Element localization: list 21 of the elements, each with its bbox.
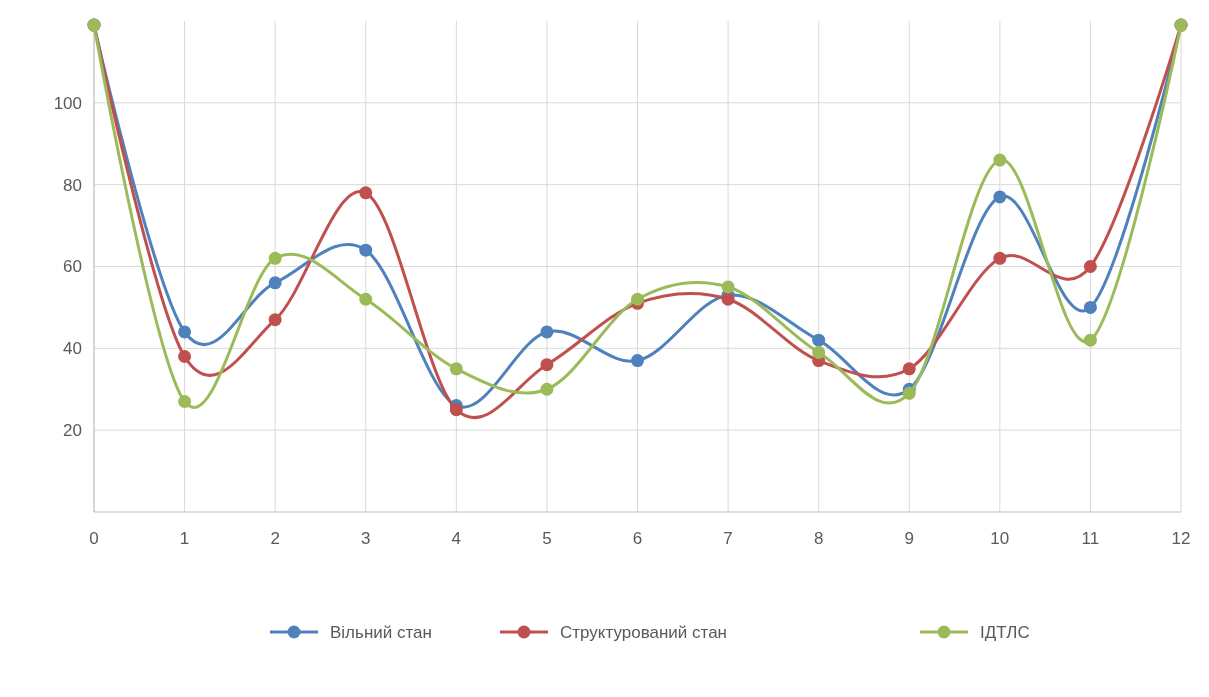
x-tick-label: 8 bbox=[813, 529, 824, 548]
x-tick-label: 4 bbox=[451, 529, 462, 548]
legend-label: Структурований стан bbox=[560, 622, 727, 642]
x-tick-label: 1 bbox=[179, 529, 190, 548]
y-tick-label: 100 bbox=[53, 93, 82, 113]
x-tick-label: 2 bbox=[270, 529, 280, 548]
legend-label: Вільний стан bbox=[330, 622, 432, 642]
y-tick-label: 20 bbox=[63, 421, 82, 441]
x-tick-label: 9 bbox=[904, 529, 914, 548]
x-tick-label: 12 bbox=[1171, 529, 1191, 548]
x-tick-label: 10 bbox=[990, 529, 1010, 548]
y-tick-label: 80 bbox=[63, 175, 82, 195]
y-tick-label: 60 bbox=[63, 257, 82, 277]
x-tick-label: 6 bbox=[632, 529, 643, 548]
x-tick-label: 0 bbox=[89, 529, 99, 548]
x-tick-label: 5 bbox=[542, 529, 552, 548]
y-tick-label: 40 bbox=[63, 339, 82, 359]
legend-label: ІДТЛС bbox=[980, 622, 1030, 642]
x-tick-label: 11 bbox=[1081, 529, 1100, 548]
x-tick-label: 3 bbox=[361, 529, 371, 548]
x-tick-label: 7 bbox=[723, 529, 733, 548]
